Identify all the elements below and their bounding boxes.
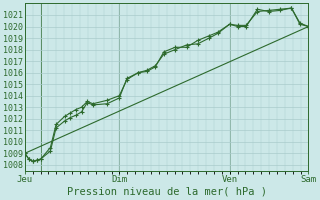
X-axis label: Pression niveau de la mer( hPa ): Pression niveau de la mer( hPa )	[67, 187, 267, 197]
